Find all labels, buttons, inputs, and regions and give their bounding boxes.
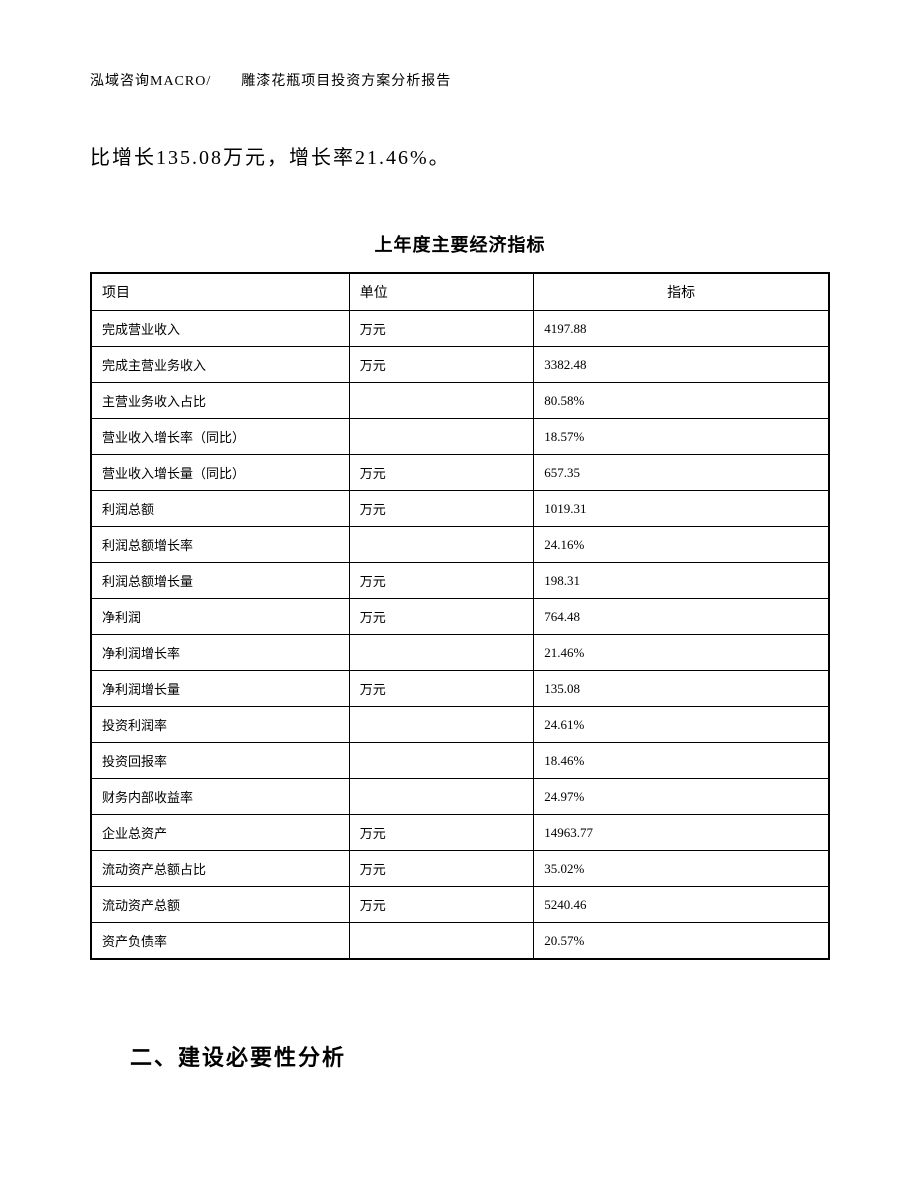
- table-row: 完成主营业务收入万元3382.48: [91, 347, 829, 383]
- cell-unit: [349, 635, 534, 671]
- cell-item: 利润总额增长量: [91, 563, 349, 599]
- cell-unit: 万元: [349, 563, 534, 599]
- cell-unit: 万元: [349, 491, 534, 527]
- cell-value: 764.48: [534, 599, 829, 635]
- cell-value: 1019.31: [534, 491, 829, 527]
- cell-unit: [349, 707, 534, 743]
- cell-value: 198.31: [534, 563, 829, 599]
- cell-unit: [349, 383, 534, 419]
- cell-item: 净利润增长率: [91, 635, 349, 671]
- cell-value: 21.46%: [534, 635, 829, 671]
- indicators-table: 项目 单位 指标 完成营业收入万元4197.88完成主营业务收入万元3382.4…: [90, 272, 830, 960]
- cell-unit: [349, 779, 534, 815]
- cell-unit: 万元: [349, 599, 534, 635]
- cell-unit: 万元: [349, 851, 534, 887]
- table-row: 流动资产总额万元5240.46: [91, 887, 829, 923]
- section-heading: 二、建设必要性分析: [90, 1040, 830, 1072]
- cell-item: 利润总额增长率: [91, 527, 349, 563]
- cell-item: 营业收入增长量（同比）: [91, 455, 349, 491]
- table-row: 主营业务收入占比 80.58%: [91, 383, 829, 419]
- cell-item: 资产负债率: [91, 923, 349, 960]
- cell-value: 24.61%: [534, 707, 829, 743]
- cell-value: 80.58%: [534, 383, 829, 419]
- cell-item: 流动资产总额占比: [91, 851, 349, 887]
- cell-unit: [349, 923, 534, 960]
- table-row: 净利润增长量万元135.08: [91, 671, 829, 707]
- cell-unit: [349, 527, 534, 563]
- header-value: 指标: [534, 273, 829, 311]
- table-row: 利润总额增长率 24.16%: [91, 527, 829, 563]
- table-row: 净利润万元764.48: [91, 599, 829, 635]
- cell-value: 18.57%: [534, 419, 829, 455]
- cell-value: 3382.48: [534, 347, 829, 383]
- cell-unit: 万元: [349, 815, 534, 851]
- cell-value: 5240.46: [534, 887, 829, 923]
- table-row: 投资回报率 18.46%: [91, 743, 829, 779]
- cell-item: 主营业务收入占比: [91, 383, 349, 419]
- cell-item: 完成营业收入: [91, 311, 349, 347]
- table-title: 上年度主要经济指标: [90, 231, 830, 257]
- cell-value: 18.46%: [534, 743, 829, 779]
- cell-item: 利润总额: [91, 491, 349, 527]
- cell-value: 24.16%: [534, 527, 829, 563]
- table-row: 净利润增长率 21.46%: [91, 635, 829, 671]
- table-row: 资产负债率 20.57%: [91, 923, 829, 960]
- cell-value: 20.57%: [534, 923, 829, 960]
- cell-unit: 万元: [349, 347, 534, 383]
- cell-item: 净利润: [91, 599, 349, 635]
- table-row: 完成营业收入万元4197.88: [91, 311, 829, 347]
- cell-value: 14963.77: [534, 815, 829, 851]
- table-row: 企业总资产万元14963.77: [91, 815, 829, 851]
- table-row: 财务内部收益率 24.97%: [91, 779, 829, 815]
- cell-unit: 万元: [349, 887, 534, 923]
- cell-item: 营业收入增长率（同比）: [91, 419, 349, 455]
- cell-unit: 万元: [349, 455, 534, 491]
- cell-unit: 万元: [349, 311, 534, 347]
- table-row: 投资利润率 24.61%: [91, 707, 829, 743]
- cell-value: 657.35: [534, 455, 829, 491]
- cell-unit: 万元: [349, 671, 534, 707]
- cell-item: 流动资产总额: [91, 887, 349, 923]
- cell-value: 135.08: [534, 671, 829, 707]
- cell-item: 投资利润率: [91, 707, 349, 743]
- cell-value: 35.02%: [534, 851, 829, 887]
- cell-value: 24.97%: [534, 779, 829, 815]
- body-paragraph: 比增长135.08万元，增长率21.46%。: [90, 140, 830, 176]
- table-row: 营业收入增长量（同比）万元657.35: [91, 455, 829, 491]
- header-unit: 单位: [349, 273, 534, 311]
- header-item: 项目: [91, 273, 349, 311]
- cell-unit: [349, 419, 534, 455]
- cell-item: 投资回报率: [91, 743, 349, 779]
- table-row: 利润总额增长量万元198.31: [91, 563, 829, 599]
- cell-unit: [349, 743, 534, 779]
- cell-value: 4197.88: [534, 311, 829, 347]
- document-header: 泓域咨询MACRO/ 雕漆花瓶项目投资方案分析报告: [90, 70, 830, 90]
- table-row: 利润总额万元1019.31: [91, 491, 829, 527]
- cell-item: 财务内部收益率: [91, 779, 349, 815]
- cell-item: 净利润增长量: [91, 671, 349, 707]
- table-row: 流动资产总额占比万元35.02%: [91, 851, 829, 887]
- table-row: 营业收入增长率（同比） 18.57%: [91, 419, 829, 455]
- cell-item: 完成主营业务收入: [91, 347, 349, 383]
- cell-item: 企业总资产: [91, 815, 349, 851]
- table-header-row: 项目 单位 指标: [91, 273, 829, 311]
